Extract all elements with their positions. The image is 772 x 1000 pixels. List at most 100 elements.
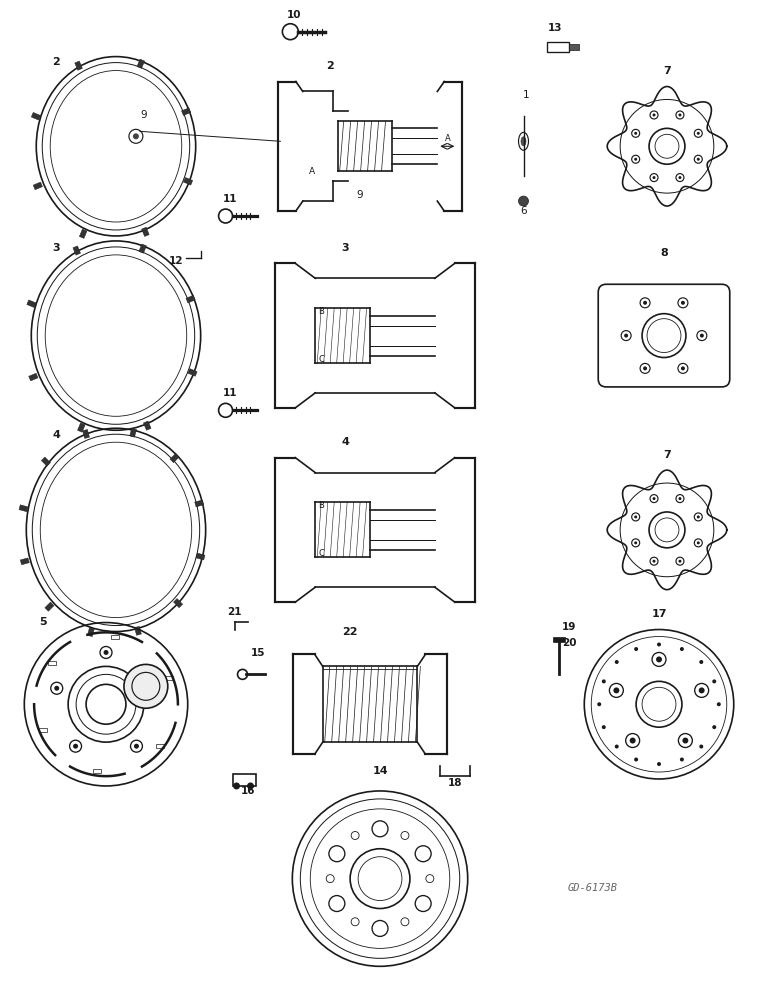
- Text: 2: 2: [52, 57, 60, 67]
- Text: 11: 11: [222, 388, 237, 398]
- Text: 6: 6: [520, 206, 527, 216]
- Circle shape: [679, 176, 682, 179]
- Text: 14: 14: [372, 766, 388, 776]
- Bar: [111, 635, 119, 639]
- Circle shape: [247, 782, 254, 789]
- Text: 9: 9: [357, 190, 364, 200]
- Circle shape: [652, 176, 655, 179]
- Circle shape: [697, 541, 699, 544]
- Circle shape: [699, 745, 703, 749]
- Bar: [164, 676, 173, 680]
- Text: 21: 21: [227, 607, 242, 617]
- Bar: [232, 774, 256, 786]
- Circle shape: [656, 656, 662, 662]
- Circle shape: [697, 132, 699, 135]
- Bar: [49, 661, 56, 665]
- Bar: [27, 300, 36, 308]
- Circle shape: [657, 762, 661, 766]
- Circle shape: [103, 650, 109, 655]
- Bar: [75, 61, 83, 70]
- Circle shape: [614, 687, 619, 693]
- Text: 22: 22: [342, 627, 358, 637]
- Circle shape: [634, 132, 637, 135]
- Bar: [141, 227, 149, 236]
- Bar: [547, 42, 569, 52]
- Bar: [156, 744, 164, 748]
- Circle shape: [624, 334, 628, 338]
- Bar: [195, 500, 204, 507]
- Circle shape: [218, 403, 232, 417]
- Circle shape: [713, 679, 716, 683]
- Bar: [83, 429, 90, 438]
- Bar: [554, 637, 565, 642]
- Circle shape: [124, 664, 168, 708]
- Text: 18: 18: [448, 778, 462, 788]
- Text: C: C: [318, 549, 324, 558]
- Text: B: B: [318, 501, 324, 510]
- Bar: [19, 505, 28, 512]
- Circle shape: [602, 725, 606, 729]
- Bar: [174, 599, 183, 608]
- Circle shape: [233, 782, 240, 789]
- Bar: [29, 373, 38, 381]
- Text: 17: 17: [652, 609, 667, 619]
- Circle shape: [327, 875, 334, 883]
- Bar: [32, 112, 41, 120]
- Text: 3: 3: [341, 243, 349, 253]
- Circle shape: [679, 560, 682, 563]
- Text: 10: 10: [287, 10, 302, 20]
- Circle shape: [634, 158, 637, 161]
- Circle shape: [699, 660, 703, 664]
- Text: A: A: [310, 167, 315, 176]
- Circle shape: [218, 209, 232, 223]
- Circle shape: [634, 515, 637, 518]
- Text: 16: 16: [241, 786, 256, 796]
- Text: 15: 15: [251, 648, 266, 658]
- Circle shape: [679, 497, 682, 500]
- Text: 1: 1: [523, 90, 530, 100]
- Text: C: C: [318, 355, 324, 364]
- Text: 4: 4: [341, 437, 349, 447]
- Circle shape: [426, 875, 434, 883]
- Bar: [134, 626, 141, 635]
- Text: 5: 5: [39, 617, 47, 627]
- Bar: [188, 369, 197, 376]
- Bar: [93, 769, 101, 773]
- Bar: [144, 421, 151, 430]
- Text: 7: 7: [663, 66, 671, 76]
- Bar: [45, 602, 54, 611]
- Text: 11: 11: [222, 194, 237, 204]
- Text: GD-6173B: GD-6173B: [567, 883, 618, 893]
- Ellipse shape: [519, 132, 529, 150]
- Circle shape: [681, 366, 685, 370]
- Text: 12: 12: [168, 256, 183, 266]
- Bar: [184, 177, 193, 185]
- Text: 9: 9: [141, 110, 147, 120]
- Circle shape: [680, 758, 684, 761]
- Bar: [130, 428, 137, 437]
- Bar: [569, 44, 579, 50]
- Circle shape: [680, 647, 684, 651]
- Circle shape: [652, 560, 655, 563]
- Bar: [137, 59, 144, 68]
- Circle shape: [717, 702, 721, 706]
- Text: 4: 4: [52, 430, 60, 440]
- Bar: [139, 244, 147, 253]
- Circle shape: [401, 918, 409, 926]
- Circle shape: [682, 738, 689, 744]
- Circle shape: [602, 679, 606, 683]
- Circle shape: [652, 113, 655, 116]
- Text: 3: 3: [52, 243, 60, 253]
- Circle shape: [351, 832, 359, 839]
- Circle shape: [401, 832, 409, 839]
- Circle shape: [630, 738, 635, 744]
- Bar: [20, 558, 29, 565]
- Circle shape: [699, 687, 705, 693]
- Circle shape: [657, 642, 661, 646]
- Circle shape: [283, 24, 298, 40]
- Circle shape: [697, 515, 699, 518]
- Bar: [39, 728, 47, 732]
- Circle shape: [134, 744, 139, 749]
- Bar: [42, 457, 50, 466]
- Circle shape: [73, 744, 78, 749]
